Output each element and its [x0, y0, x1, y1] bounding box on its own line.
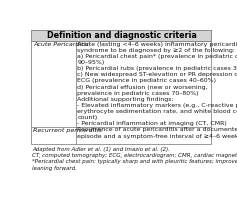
Text: Acute Pericarditis: Acute Pericarditis: [33, 42, 89, 47]
Text: Definition and diagnostic criteria: Definition and diagnostic criteria: [46, 31, 196, 40]
Text: Adapted from Adler et al. (1) and Imazio et al. (2).: Adapted from Adler et al. (1) and Imazio…: [32, 147, 170, 152]
Text: Recurrence of acute pericarditis after a documented first
episode and a symptom-: Recurrence of acute pericarditis after a…: [77, 127, 237, 139]
Text: Recurrent pericarditis: Recurrent pericarditis: [33, 128, 102, 133]
Text: CT, computed tomography; ECG, electrocardiogram; CMR, cardiac magnetic resonance: CT, computed tomography; ECG, electrocar…: [32, 153, 237, 158]
Text: *Pericardial chest pain: typically sharp and with pleuritic features; improved b: *Pericardial chest pain: typically sharp…: [32, 159, 237, 165]
Bar: [32, 29, 211, 41]
Text: leaning forward.: leaning forward.: [32, 166, 77, 171]
Text: Acute (lasting <4–6 weeks) inflammatory pericardial
syndrome to be diagnosed by : Acute (lasting <4–6 weeks) inflammatory …: [77, 42, 237, 126]
Bar: [32, 29, 211, 144]
